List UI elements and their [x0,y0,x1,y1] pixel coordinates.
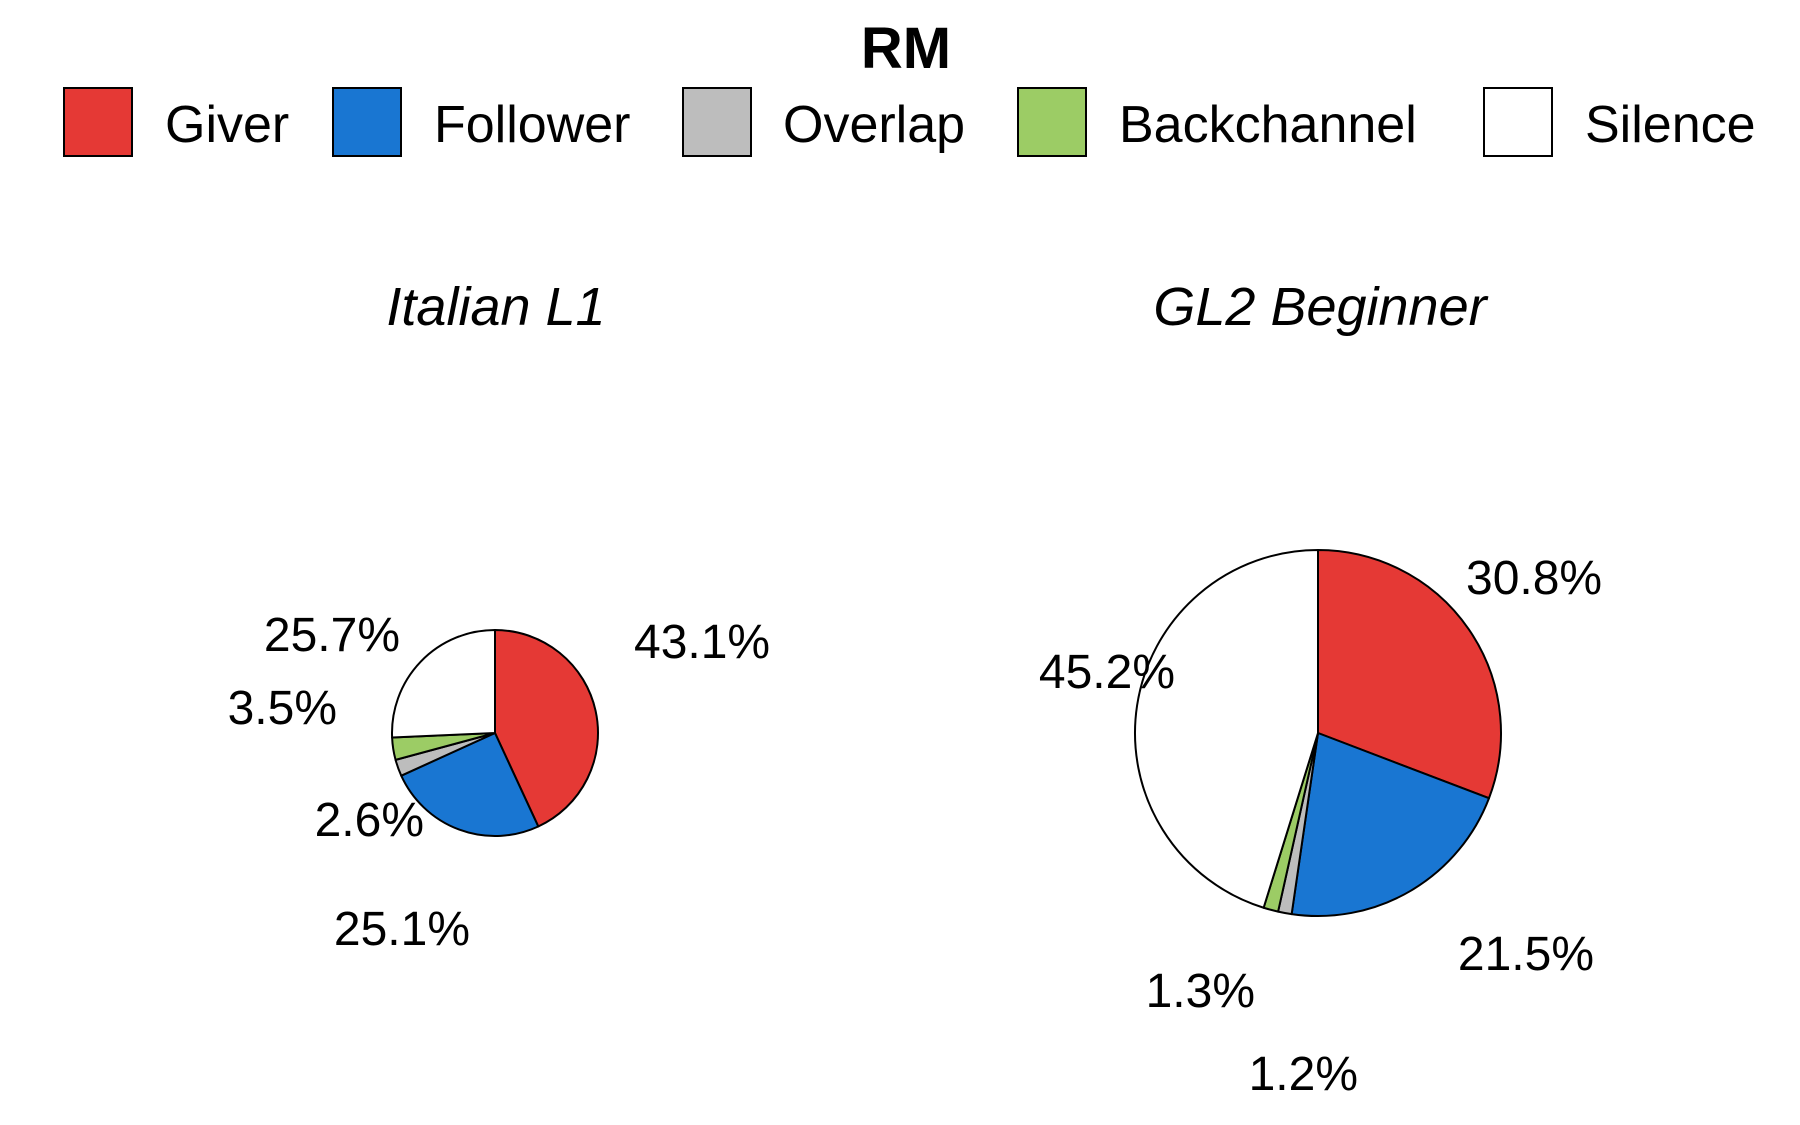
pie-slice-italian-l1-follower [400,732,540,837]
pie-panel-italian-l1: Italian L1 43.1% 25.1% 2.6% 3.5% 25.7% [228,277,771,956]
legend-swatch-follower [332,87,402,157]
pie-slice-gl2-beginner-follower [1290,732,1490,917]
pie-labels-gl2-beginner: 30.8% 21.5% 1.2% 1.3% 45.2% [1039,552,1602,1101]
slice-label-gl2-beginner-silence: 45.2% [1039,646,1175,699]
slice-label-italian-l1-overlap: 2.6% [315,794,424,847]
pie-title-italian-l1: Italian L1 [386,277,605,337]
slice-label-gl2-beginner-overlap: 1.2% [1249,1048,1358,1101]
slice-label-italian-l1-follower: 25.1% [334,903,470,956]
pie-panel-gl2-beginner: GL2 Beginner 30.8% 21.5% 1.2% 1.3% 45.2% [1039,277,1602,1101]
slice-label-gl2-beginner-giver: 30.8% [1466,552,1602,605]
slice-label-gl2-beginner-follower: 21.5% [1458,928,1594,981]
legend-label-follower: Follower [434,96,631,154]
pie-title-gl2-beginner: GL2 Beginner [1153,277,1488,337]
slice-label-italian-l1-silence: 25.7% [264,609,400,662]
pie-slices-gl2-beginner [1133,549,1502,917]
slice-label-italian-l1-giver: 43.1% [634,616,770,669]
pie-slices-italian-l1 [391,629,599,837]
legend-label-giver: Giver [165,96,289,154]
pie-slice-italian-l1-silence [391,629,496,739]
legend-swatch-giver [63,87,133,157]
legend-swatch-silence [1483,87,1553,157]
legend-label-silence: Silence [1585,96,1756,154]
slice-label-gl2-beginner-backchannel: 1.3% [1146,965,1255,1018]
pie-slice-gl2-beginner-silence [1133,549,1319,909]
legend-swatch-backchannel [1017,87,1087,157]
legend-swatch-overlap [682,87,752,157]
legend: Giver Follower Overlap Backchannel Silence [63,87,1756,157]
legend-label-overlap: Overlap [783,96,965,154]
pie-slice-gl2-beginner-giver [1317,549,1502,800]
pie-slice-italian-l1-giver [494,629,599,828]
legend-label-backchannel: Backchannel [1119,96,1417,154]
pie-labels-italian-l1: 43.1% 25.1% 2.6% 3.5% 25.7% [228,609,771,956]
slice-label-italian-l1-backchannel: 3.5% [228,682,337,735]
chart-title: RM [861,16,951,81]
